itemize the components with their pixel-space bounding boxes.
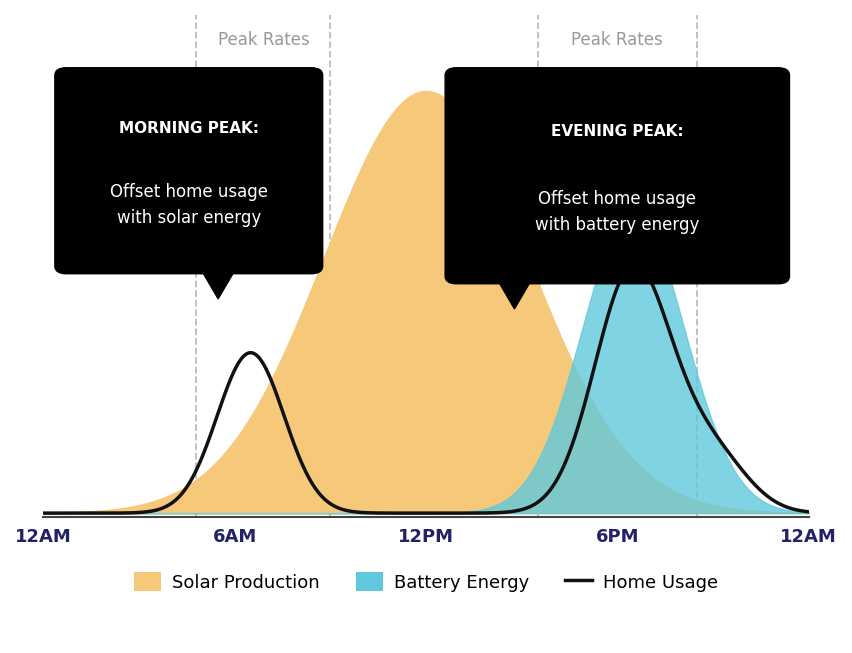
- Text: Offset home usage
with solar energy: Offset home usage with solar energy: [110, 183, 268, 227]
- FancyBboxPatch shape: [55, 68, 323, 274]
- FancyBboxPatch shape: [445, 68, 790, 284]
- Text: Offset home usage
with battery energy: Offset home usage with battery energy: [535, 190, 699, 234]
- Legend: Solar Production, Battery Energy, Home Usage: Solar Production, Battery Energy, Home U…: [127, 564, 725, 599]
- Polygon shape: [495, 276, 533, 309]
- Text: MORNING PEAK:: MORNING PEAK:: [118, 121, 259, 136]
- Polygon shape: [199, 266, 238, 299]
- Text: Peak Rates: Peak Rates: [217, 31, 309, 50]
- Text: EVENING PEAK:: EVENING PEAK:: [551, 124, 683, 139]
- Text: Peak Rates: Peak Rates: [572, 31, 663, 50]
